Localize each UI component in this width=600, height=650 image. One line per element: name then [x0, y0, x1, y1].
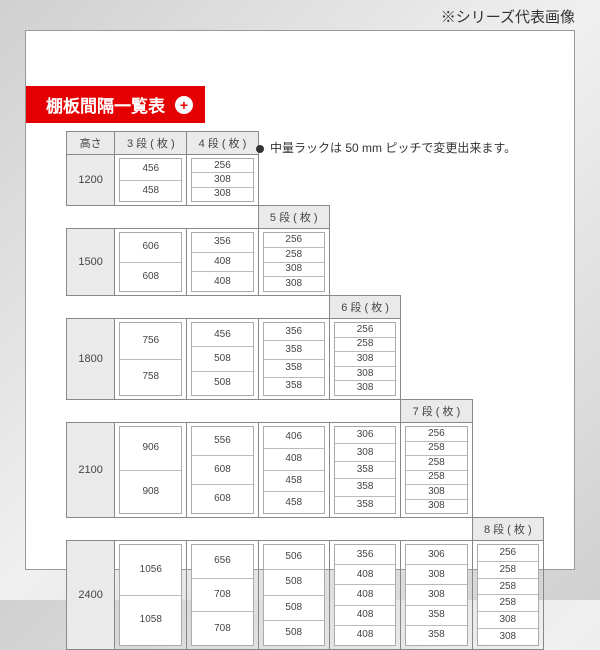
cell-2100-5: 406408458458	[258, 423, 329, 518]
header-4: 4 段 ( 枚 )	[187, 132, 258, 155]
cell-1800-5: 356358358358	[258, 319, 329, 400]
cell-2400-3: 10561058	[115, 541, 187, 650]
cell-1800-6: 256258308308308	[329, 319, 400, 400]
cell-1800-3: 756758	[115, 319, 187, 400]
cell-1500-5: 256258308308	[258, 229, 329, 296]
cell-2400-5: 506508508508	[258, 541, 329, 650]
header-height: 高さ	[67, 132, 115, 155]
cell-1200-3: 456458	[115, 155, 187, 206]
pitch-note: 中量ラックは 50 mm ピッチで変更出来ます。	[256, 139, 516, 156]
cell-2400-6: 356408408408408	[329, 541, 400, 650]
cell-2100-6: 306308358358358	[329, 423, 400, 518]
note-text: 中量ラックは 50 mm ピッチで変更出来ます。	[270, 141, 516, 155]
header-6: 6 段 ( 枚 )	[329, 296, 400, 319]
height-1500: 1500	[67, 229, 115, 296]
top-note: ※シリーズ代表画像	[441, 6, 575, 27]
cell-2400-7: 306308308358358	[401, 541, 472, 650]
cell-2400-4: 656708708	[187, 541, 258, 650]
banner: 棚板間隔一覧表 +	[26, 86, 205, 123]
table-area: 中量ラックは 50 mm ピッチで変更出来ます。 高さ3 段 ( 枚 )4 段 …	[66, 131, 544, 539]
spacing-table: 高さ3 段 ( 枚 )4 段 ( 枚 )12004564582563083085…	[66, 131, 544, 650]
cell-2100-4: 556608608	[187, 423, 258, 518]
plus-icon: +	[175, 96, 193, 114]
height-2400: 2400	[67, 541, 115, 650]
header-3: 3 段 ( 枚 )	[115, 132, 187, 155]
cell-2100-3: 906908	[115, 423, 187, 518]
header-5: 5 段 ( 枚 )	[258, 206, 329, 229]
cell-2100-7: 256258258258308308	[401, 423, 472, 518]
height-1200: 1200	[67, 155, 115, 206]
height-1800: 1800	[67, 319, 115, 400]
cell-1500-3: 606608	[115, 229, 187, 296]
header-7: 7 段 ( 枚 )	[401, 400, 472, 423]
content-frame: 棚板間隔一覧表 + 中量ラックは 50 mm ピッチで変更出来ます。 高さ3 段…	[25, 30, 575, 570]
banner-title: 棚板間隔一覧表	[46, 92, 165, 117]
height-2100: 2100	[67, 423, 115, 518]
cell-1200-4: 256308308	[187, 155, 258, 206]
cell-1500-4: 356408408	[187, 229, 258, 296]
cell-2400-8: 256258258258308308	[472, 541, 543, 650]
header-8: 8 段 ( 枚 )	[472, 518, 543, 541]
cell-1800-4: 456508508	[187, 319, 258, 400]
bullet-icon	[256, 145, 264, 153]
